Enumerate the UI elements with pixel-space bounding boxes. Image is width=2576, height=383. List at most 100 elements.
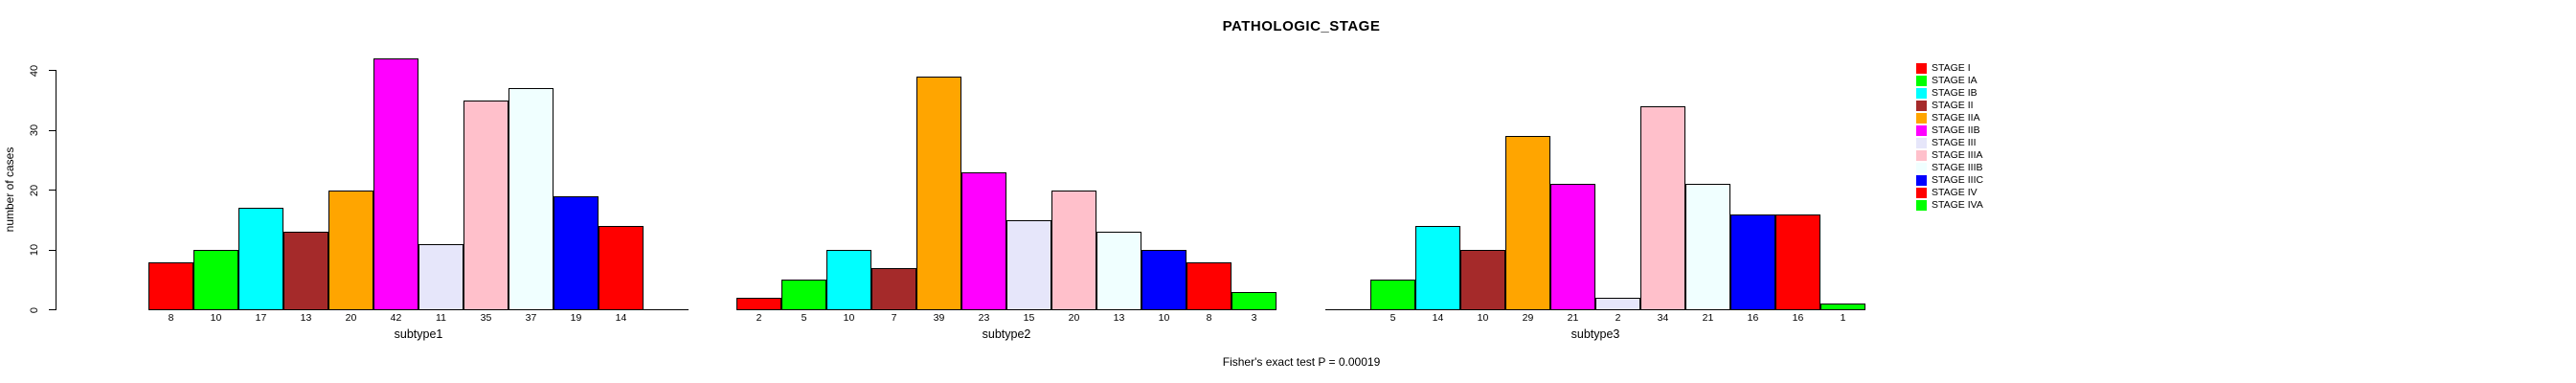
bar-value-label: 15	[1023, 312, 1035, 324]
bar-subtype2-stage-iv	[1186, 261, 1232, 310]
x-axis-label-subtype1: subtype1	[394, 327, 443, 341]
legend-color-swatch-stage-iii	[1916, 138, 1927, 148]
bar-subtype3-stage-iia	[1505, 136, 1550, 310]
bar-subtype2-stage-i	[736, 298, 781, 310]
legend-color-swatch-stage-ia	[1916, 76, 1927, 86]
bar-value-label: 2	[756, 312, 762, 324]
bar-subtype2-stage-iva	[1232, 291, 1277, 310]
bar-subtype3-stage-iib	[1550, 184, 1595, 310]
bar-subtype3-stage-iva	[1820, 304, 1865, 310]
bar-value-label: 7	[891, 312, 897, 324]
y-axis-tick-label: 0	[29, 306, 40, 313]
bar-value-label: 8	[1206, 312, 1212, 324]
bar-subtype3-stage-iiia	[1640, 106, 1685, 310]
bar-value-label: 39	[933, 312, 945, 324]
bar-subtype3-stage-iv	[1775, 214, 1820, 310]
bar-value-label: 34	[1657, 312, 1669, 324]
legend-color-swatch-stage-iiib	[1916, 163, 1927, 173]
legend-item-label: STAGE IA	[1932, 75, 1977, 86]
bar-subtype2-stage-iiic	[1141, 250, 1186, 310]
bar-value-label: 29	[1522, 312, 1534, 324]
bar-value-label: 23	[978, 312, 990, 324]
bar-value-label: 13	[300, 312, 312, 324]
bar-subtype1-stage-iii	[418, 243, 463, 310]
bar-value-label: 10	[1158, 312, 1170, 324]
bar-subtype1-stage-ii	[283, 232, 328, 310]
bar-value-label: 20	[1068, 312, 1080, 324]
bar-subtype2-stage-iia	[916, 76, 961, 310]
bar-value-label: 21	[1702, 312, 1714, 324]
bar-value-label: 19	[570, 312, 582, 324]
legend-item-label: STAGE IV	[1932, 187, 1977, 198]
bar-subtype1-stage-iv	[599, 226, 644, 310]
bar-value-label: 10	[1477, 312, 1489, 324]
bar-value-label: 42	[390, 312, 402, 324]
legend-color-swatch-stage-iiic	[1916, 175, 1927, 186]
legend-item-label: STAGE IIIC	[1932, 174, 1984, 186]
bar-value-label: 14	[1432, 312, 1444, 324]
bar-subtype2-stage-iib	[961, 171, 1006, 310]
bar-subtype3-stage-ii	[1460, 250, 1505, 310]
legend-item-label: STAGE IVA	[1932, 199, 1983, 211]
bar-subtype1-stage-ib	[238, 208, 283, 310]
x-axis-label-subtype3: subtype3	[1570, 327, 1620, 341]
bar-value-label: 17	[255, 312, 267, 324]
x-axis-line-subtype2	[736, 309, 1277, 310]
bar-value-label: 16	[1792, 312, 1804, 324]
y-axis-tick-label: 40	[29, 64, 40, 77]
bar-value-label: 5	[1390, 312, 1396, 324]
bar-subtype2-stage-iiia	[1051, 190, 1096, 310]
y-axis-tick-label: 20	[29, 184, 40, 196]
bar-value-label: 3	[1251, 312, 1257, 324]
bar-value-label: 16	[1747, 312, 1759, 324]
legend-item-label: STAGE I	[1932, 62, 1971, 74]
x-axis-line-subtype1	[148, 309, 689, 310]
bar-value-label: 21	[1567, 312, 1579, 324]
bar-value-label: 14	[615, 312, 627, 324]
bar-value-label: 10	[843, 312, 855, 324]
bar-value-label: 11	[436, 312, 446, 324]
bar-subtype1-stage-iiia	[463, 100, 508, 310]
bar-value-label: 8	[168, 312, 174, 324]
legend-item-label: STAGE III	[1932, 137, 1977, 148]
bar-subtype3-stage-ib	[1415, 226, 1460, 310]
bar-subtype2-stage-iii	[1006, 219, 1051, 310]
legend-item-label: STAGE IIB	[1932, 124, 1980, 136]
bar-subtype2-stage-ii	[871, 267, 916, 310]
bar-subtype1-stage-iib	[373, 58, 418, 310]
legend-color-swatch-stage-ib	[1916, 88, 1927, 99]
bar-subtype3-stage-ia	[1370, 280, 1415, 310]
bar-value-label: 13	[1113, 312, 1125, 324]
bar-subtype1-stage-i	[148, 261, 193, 310]
bar-value-label: 37	[525, 312, 537, 324]
bar-subtype1-stage-ia	[193, 250, 238, 310]
bar-value-label: 1	[1840, 312, 1846, 324]
legend-color-swatch-stage-iiia	[1916, 150, 1927, 161]
bar-value-label: 5	[801, 312, 807, 324]
y-axis-tick	[49, 309, 56, 310]
bar-value-label: 20	[345, 312, 357, 324]
bar-value-label: 10	[210, 312, 222, 324]
y-axis-tick	[49, 249, 56, 251]
bar-subtype3-stage-iiib	[1685, 184, 1730, 310]
y-axis-tick-label: 10	[29, 243, 40, 257]
x-axis-line-subtype3	[1325, 309, 1865, 310]
fisher-test-annotation: Fisher's exact test P = 0.00019	[1222, 355, 1381, 369]
legend-item-label: STAGE IIIA	[1932, 149, 1983, 161]
y-axis-tick	[49, 70, 56, 71]
bar-subtype2-stage-ib	[826, 250, 871, 310]
y-axis-tick	[49, 190, 56, 191]
legend-color-swatch-stage-i	[1916, 63, 1927, 74]
bar-subtype2-stage-ia	[781, 280, 826, 310]
legend-item-label: STAGE IIA	[1932, 112, 1980, 124]
legend-color-swatch-stage-iv	[1916, 188, 1927, 198]
y-axis-title: number of cases	[3, 146, 16, 233]
legend-color-swatch-stage-iib	[1916, 125, 1927, 136]
legend-color-swatch-stage-iva	[1916, 200, 1927, 211]
legend-item-label: STAGE II	[1932, 100, 1974, 111]
y-axis-tick-label: 30	[29, 124, 40, 137]
bar-subtype1-stage-iiib	[508, 88, 554, 310]
legend-color-swatch-stage-ii	[1916, 101, 1927, 111]
legend-color-swatch-stage-iia	[1916, 113, 1927, 124]
